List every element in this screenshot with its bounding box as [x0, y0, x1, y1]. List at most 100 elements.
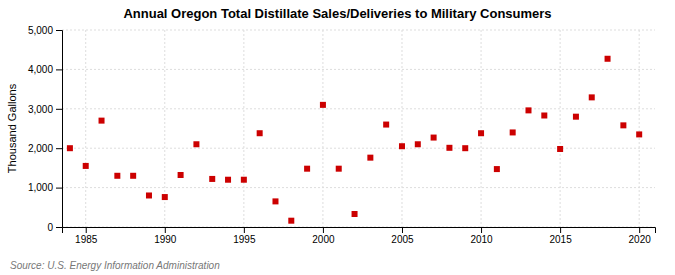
tick-label: 2010	[470, 234, 493, 245]
grid-line	[62, 148, 655, 149]
point	[541, 112, 547, 118]
tick-label: 2000	[312, 234, 335, 245]
tick-label: 1995	[233, 234, 256, 245]
tick-mark	[481, 227, 482, 233]
tick-mark	[56, 69, 62, 70]
grid-line	[401, 30, 402, 227]
grid	[62, 30, 655, 227]
point	[99, 118, 105, 124]
point	[367, 155, 373, 161]
point	[83, 163, 89, 169]
tick: 3,000	[28, 104, 62, 115]
point	[620, 122, 626, 128]
grid-line	[62, 108, 655, 109]
tick: 5,000	[28, 25, 62, 36]
y-axis: 0 1,000 2,000 3,000 4,000 5,000	[28, 25, 63, 233]
tick-label: 3,000	[28, 104, 53, 115]
tick-mark	[560, 227, 561, 233]
point	[399, 143, 405, 149]
point	[510, 129, 516, 135]
point	[573, 114, 579, 120]
tick-mark	[56, 148, 62, 149]
point	[162, 194, 168, 200]
point	[636, 131, 642, 137]
tick-mark	[86, 227, 87, 233]
plot-area: 1985 1990 1995 2000 2005 2010 2015 2020 0 1,000 2,…	[28, 25, 656, 245]
grid-line	[639, 30, 640, 227]
tick-label: 1,000	[28, 182, 53, 193]
point	[288, 218, 294, 224]
point	[494, 166, 500, 172]
tick: 1985	[75, 227, 98, 245]
x-axis: 1985 1990 1995 2000 2005 2010 2015 2020	[63, 227, 656, 245]
point	[525, 107, 531, 113]
point	[114, 173, 120, 179]
tick-mark	[56, 188, 62, 189]
point	[415, 141, 421, 147]
point	[557, 146, 563, 152]
point	[225, 177, 231, 183]
point	[383, 122, 389, 128]
grid-line	[62, 30, 655, 31]
grid-line	[62, 69, 655, 70]
tick: 1990	[154, 227, 177, 245]
point	[462, 145, 468, 151]
point	[178, 172, 184, 178]
tick-mark	[56, 109, 62, 110]
point	[241, 177, 247, 183]
title: Annual Oregon Total Distillate Sales/Del…	[123, 6, 551, 21]
tick-label: 1985	[75, 234, 98, 245]
tick: 2020	[629, 227, 652, 245]
point	[336, 166, 342, 172]
point	[605, 56, 611, 62]
point	[446, 145, 452, 151]
tick-label: 2020	[629, 234, 652, 245]
tick: 0	[47, 222, 62, 233]
tick: 2,000	[28, 143, 62, 154]
point	[130, 173, 136, 179]
grid-line	[322, 30, 323, 227]
tick-mark	[56, 227, 62, 228]
tick-mark	[244, 227, 245, 233]
chart: 1985 1990 1995 2000 2005 2010 2015 2020 0 1,000 2,…	[0, 0, 675, 275]
point	[304, 166, 310, 172]
axis-line	[56, 31, 63, 228]
tick: 2005	[391, 227, 414, 245]
tick: 2010	[470, 227, 493, 245]
point	[257, 130, 263, 136]
tick: 1995	[233, 227, 256, 245]
grid-line	[85, 30, 86, 227]
point	[209, 176, 215, 182]
point	[431, 135, 437, 141]
axis-line	[63, 228, 656, 234]
tick-label: 2005	[391, 234, 414, 245]
tick-label: 0	[47, 222, 53, 233]
point	[478, 130, 484, 136]
grid-line	[481, 30, 482, 227]
tick: 4,000	[28, 64, 62, 75]
tick-label: 1990	[154, 234, 177, 245]
tick-label: 2,000	[28, 143, 53, 154]
grid-line	[243, 30, 244, 227]
point	[146, 192, 152, 198]
tick-mark	[639, 227, 640, 233]
points	[67, 56, 642, 224]
grid-line	[560, 30, 561, 227]
tick-label: 5,000	[28, 25, 53, 36]
tick: 2000	[312, 227, 335, 245]
point	[193, 141, 199, 147]
point	[272, 198, 278, 204]
tick-label: 2015	[549, 234, 572, 245]
point	[67, 145, 73, 151]
tick-mark	[402, 227, 403, 233]
tick: 1,000	[28, 182, 62, 193]
source: Source: U.S. Energy Information Administ…	[10, 260, 220, 271]
tick-mark	[323, 227, 324, 233]
tick-label: 4,000	[28, 64, 53, 75]
point	[589, 94, 595, 100]
tick-mark	[165, 227, 166, 233]
tick: 2015	[549, 227, 572, 245]
y-axis-title: Thousand Gallons	[6, 83, 18, 173]
point	[352, 211, 358, 217]
grid-line	[62, 187, 655, 188]
